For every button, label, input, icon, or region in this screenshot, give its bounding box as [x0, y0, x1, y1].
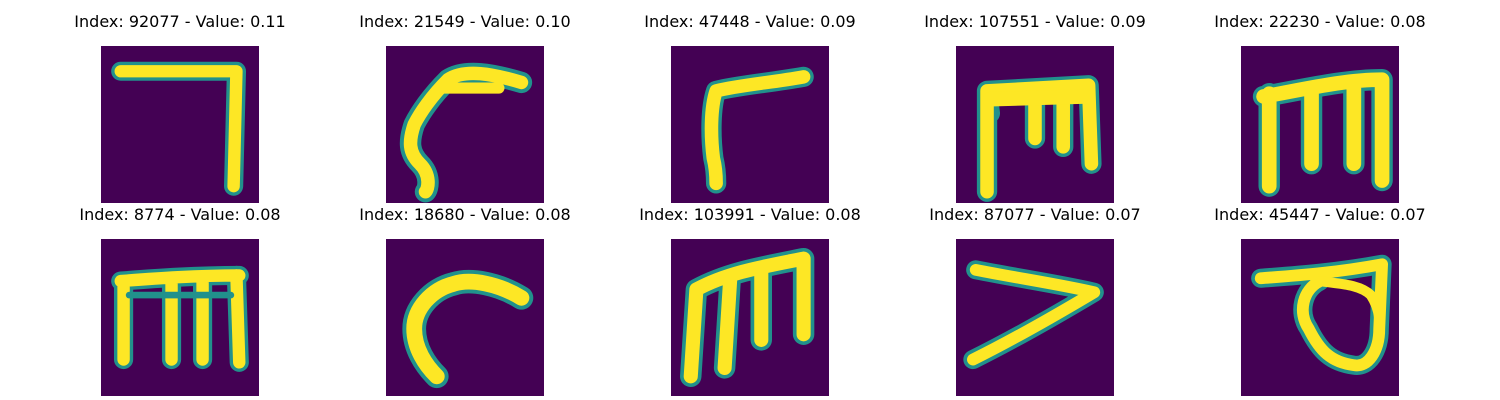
hook-icon [101, 46, 259, 203]
c-shape-icon [386, 239, 544, 396]
panel-10: Index: 45447 - Value: 0.07 [1195, 205, 1445, 396]
panel-title: Index: 47448 - Value: 0.09 [644, 12, 856, 31]
m-shape-icon [1241, 46, 1399, 203]
panel-9: Index: 87077 - Value: 0.07 [910, 205, 1160, 396]
m-shape-icon [101, 239, 259, 396]
panel-4: Index: 107551 - Value: 0.09 [910, 12, 1160, 203]
panel-title: Index: 21549 - Value: 0.10 [359, 12, 571, 31]
panel-title: Index: 92077 - Value: 0.11 [74, 12, 286, 31]
panel-5: Index: 22230 - Value: 0.08 [1195, 12, 1445, 203]
panel-title: Index: 87077 - Value: 0.07 [929, 205, 1141, 224]
panel-title: Index: 103991 - Value: 0.08 [639, 205, 861, 224]
panel-7: Index: 18680 - Value: 0.08 [340, 205, 590, 396]
m-shape-icon [956, 46, 1114, 203]
panel-3: Index: 47448 - Value: 0.09 [625, 12, 875, 203]
curved-stroke-icon [386, 46, 544, 203]
panel-8: Index: 103991 - Value: 0.08 [625, 205, 875, 396]
m-shape-icon [671, 239, 829, 396]
panel-1: Index: 92077 - Value: 0.11 [55, 12, 305, 203]
panel-2: Index: 21549 - Value: 0.10 [340, 12, 590, 203]
panel-title: Index: 107551 - Value: 0.09 [924, 12, 1146, 31]
greater-than-icon [956, 239, 1114, 396]
panel-title: Index: 22230 - Value: 0.08 [1214, 12, 1426, 31]
panel-title: Index: 45447 - Value: 0.07 [1214, 205, 1426, 224]
loop-shape-icon [1241, 239, 1399, 396]
panel-title: Index: 8774 - Value: 0.08 [79, 205, 281, 224]
r-shape-icon [671, 46, 829, 203]
panel-6: Index: 8774 - Value: 0.08 [55, 205, 305, 396]
panel-title: Index: 18680 - Value: 0.08 [359, 205, 571, 224]
